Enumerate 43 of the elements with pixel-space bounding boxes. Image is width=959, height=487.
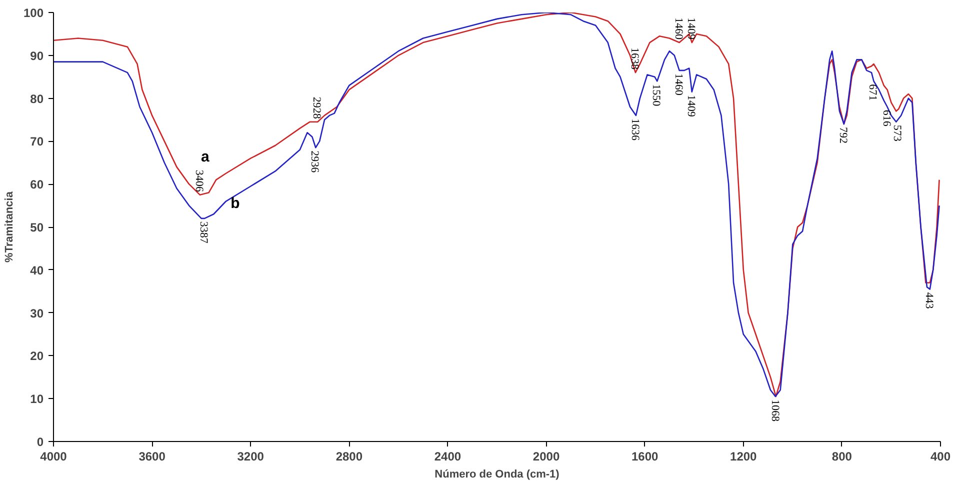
annotation: 1068 xyxy=(768,399,781,422)
annotation: 1409 xyxy=(684,18,697,40)
annotation: 1460 xyxy=(672,18,684,40)
line-series xyxy=(54,12,940,398)
annotation: 3387 xyxy=(198,221,210,244)
y-tick-label: 60 xyxy=(30,178,44,192)
x-tick-label: 400 xyxy=(930,450,951,464)
y-tick-label: 10 xyxy=(30,392,44,406)
x-tick-label: 3600 xyxy=(138,450,166,464)
x-tick-label: 4000 xyxy=(40,450,68,464)
x-tick-label: 2800 xyxy=(336,450,363,464)
annotation: 1638 xyxy=(628,48,640,70)
annotation: 1460 xyxy=(672,73,684,96)
x-axis-title: Número de Onda (cm-1) xyxy=(434,468,560,480)
y-tick-label: 30 xyxy=(30,306,44,320)
annotation: 671 xyxy=(866,84,879,101)
annotation: 443 xyxy=(922,292,935,310)
annotation: 3406 xyxy=(192,170,205,192)
y-tick-label: 90 xyxy=(30,48,44,63)
y-tick-label: 70 xyxy=(30,134,44,149)
annotation: 1550 xyxy=(650,84,662,107)
y-axis-title: %Tramitancia xyxy=(3,190,16,262)
x-tick-label: 800 xyxy=(832,450,852,464)
annotation: 1636 xyxy=(628,118,641,141)
x-tick-label: 2000 xyxy=(532,450,560,464)
series-label: a xyxy=(200,148,210,166)
y-tick-label: 80 xyxy=(30,92,44,106)
y-tick-label: 40 xyxy=(30,263,44,278)
annotation: 2928 xyxy=(310,96,323,120)
x-tick-label: 1200 xyxy=(730,450,758,464)
x-tick-label: 2400 xyxy=(434,450,462,464)
annotation: 573 xyxy=(890,124,903,142)
series-label: b xyxy=(230,195,240,212)
y-tick-label: 20 xyxy=(30,349,44,364)
annotation: 616 xyxy=(880,110,892,127)
y-tick-label: 100 xyxy=(23,6,44,20)
annotation: 2936 xyxy=(308,150,321,174)
y-tick-label: 0 xyxy=(36,435,44,449)
y-tick-label: 50 xyxy=(30,220,44,234)
annotation: 792 xyxy=(836,127,849,144)
annotation: 1409 xyxy=(684,94,697,118)
x-tick-label: 1600 xyxy=(631,450,659,464)
x-tick-label: 3200 xyxy=(237,450,264,464)
